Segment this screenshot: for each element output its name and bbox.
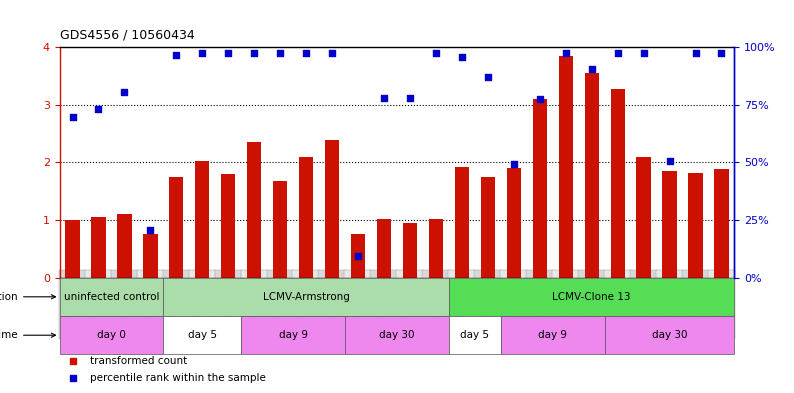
Bar <box>507 168 521 277</box>
Point <box>196 50 209 56</box>
Point <box>430 50 442 56</box>
Bar <box>662 171 676 277</box>
Text: GDS4556 / 10560434: GDS4556 / 10560434 <box>60 28 195 41</box>
Text: day 5: day 5 <box>188 330 217 340</box>
Point <box>560 50 572 56</box>
Point <box>378 95 391 101</box>
Text: infection: infection <box>0 292 56 302</box>
Bar <box>480 177 495 277</box>
Point <box>611 50 624 56</box>
Bar <box>325 140 339 277</box>
Text: day 30: day 30 <box>380 330 414 340</box>
Bar <box>60 277 164 316</box>
Point <box>274 50 287 56</box>
Point <box>300 50 313 56</box>
Point <box>222 50 235 56</box>
Bar <box>164 316 241 354</box>
Point <box>144 227 156 233</box>
Bar <box>715 169 729 277</box>
Bar <box>169 177 183 277</box>
Point <box>456 54 468 60</box>
Text: day 0: day 0 <box>97 330 126 340</box>
Text: day 9: day 9 <box>538 330 567 340</box>
Bar <box>449 277 734 316</box>
Point <box>403 95 416 101</box>
Text: day 9: day 9 <box>279 330 307 340</box>
Bar <box>584 73 599 277</box>
Bar <box>501 316 605 354</box>
Point <box>507 160 520 167</box>
Bar <box>273 181 287 277</box>
Bar <box>455 167 469 277</box>
Point <box>170 51 183 58</box>
Point <box>326 50 338 56</box>
Text: LCMV-Armstrong: LCMV-Armstrong <box>263 292 349 302</box>
Point <box>248 50 260 56</box>
Bar <box>559 56 572 277</box>
Point <box>92 106 105 112</box>
Bar <box>429 219 443 277</box>
Bar <box>605 316 734 354</box>
Text: day 30: day 30 <box>652 330 688 340</box>
Point <box>638 50 650 56</box>
Point <box>689 50 702 56</box>
Point <box>118 89 131 95</box>
Bar <box>377 219 391 277</box>
Text: day 5: day 5 <box>461 330 489 340</box>
Point <box>585 66 598 72</box>
Bar <box>241 316 345 354</box>
Text: LCMV-Clone 13: LCMV-Clone 13 <box>553 292 631 302</box>
Bar <box>222 174 235 277</box>
Bar <box>299 157 314 277</box>
Bar <box>403 223 417 277</box>
Bar <box>60 316 164 354</box>
Bar <box>91 217 106 277</box>
Point <box>66 114 79 121</box>
Point <box>663 158 676 164</box>
Bar <box>351 234 365 277</box>
Text: uninfected control: uninfected control <box>64 292 160 302</box>
Bar <box>65 220 79 277</box>
Bar <box>143 234 157 277</box>
Point <box>352 253 364 259</box>
Bar <box>637 157 651 277</box>
Bar <box>118 214 132 277</box>
Text: percentile rank within the sample: percentile rank within the sample <box>90 373 266 384</box>
Bar <box>164 277 449 316</box>
Text: transformed count: transformed count <box>90 356 187 366</box>
Point <box>534 96 546 102</box>
Bar <box>449 316 501 354</box>
Point <box>481 74 494 80</box>
Bar <box>688 173 703 277</box>
Bar <box>533 99 547 277</box>
Bar <box>195 161 210 277</box>
Bar <box>247 142 261 277</box>
Text: time: time <box>0 330 56 340</box>
Point <box>715 50 728 56</box>
Bar <box>345 316 449 354</box>
Bar <box>611 89 625 277</box>
